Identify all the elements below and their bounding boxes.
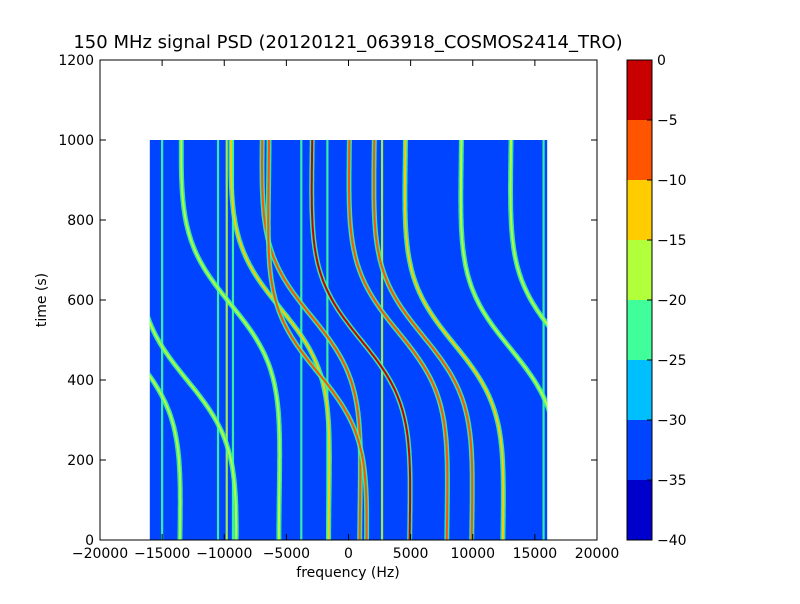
x-tick-label-4: 0 [344, 546, 353, 562]
x-tick-label-2: −10000 [196, 546, 252, 562]
y-tick-label-5: 1000 [58, 133, 94, 149]
colorbar-tick-label-8: 0 [657, 53, 666, 69]
y-tick-label-6: 1200 [58, 53, 94, 69]
colorbar-segment-5 [627, 180, 652, 240]
signal-trace-7 [346, 140, 450, 540]
y-tick-label-0: 0 [85, 533, 94, 549]
colorbar: −40 −35 −30 −25 −20 −15 −10 −5 0 [626, 53, 687, 549]
y-axis: 0 200 400 600 800 1000 1200 [58, 53, 597, 549]
signal-trace-1 [149, 314, 239, 540]
signal-trace-3 [228, 140, 332, 540]
colorbar-segment-7 [627, 60, 652, 120]
signal-trace-0 [149, 371, 183, 540]
signal-trace-8 [371, 140, 475, 540]
colorbar-tick-label-0: −40 [657, 533, 687, 549]
y-tick-label-2: 400 [67, 373, 94, 389]
colorbar-tick-label-6: −10 [657, 173, 687, 189]
signal-trace-4 [259, 140, 363, 540]
colorbar-segment-1 [627, 420, 652, 480]
colorbar-segment-3 [627, 300, 652, 360]
colorbar-tick-label-2: −30 [657, 413, 687, 429]
colorbar-segment-2 [627, 360, 652, 420]
x-tick-label-7: 15000 [513, 546, 558, 562]
x-axis: −20000 −15000 −10000 −5000 0 5000 10000 15000 20… [72, 60, 619, 562]
signal-trace-6 [309, 140, 413, 540]
y-axis-label: time (s) [34, 273, 50, 327]
signal-trace-11 [508, 140, 548, 329]
x-tick-label-6: 10000 [450, 546, 495, 562]
signal-trace-5 [265, 140, 370, 540]
colorbar-tick-label-4: −20 [657, 293, 687, 309]
x-tick-label-8: 20000 [575, 546, 620, 562]
signal-trace-9 [402, 140, 506, 540]
x-axis-label: frequency (Hz) [296, 565, 399, 581]
colorbar-tick-label-7: −5 [657, 113, 678, 129]
x-tick-label-3: −5000 [263, 546, 310, 562]
chart-title: 150 MHz signal PSD (20120121_063918_COSM… [73, 32, 622, 53]
heatmap-layer [149, 140, 548, 540]
colorbar-segment-4 [627, 240, 652, 300]
y-tick-label-3: 600 [67, 293, 94, 309]
colorbar-tick-label-5: −15 [657, 233, 687, 249]
colorbar-segment-0 [627, 480, 652, 540]
x-tick-label-0: −20000 [72, 546, 128, 562]
signal-trace-2 [178, 140, 283, 540]
x-tick-label-1: −15000 [134, 546, 190, 562]
colorbar-segment-6 [627, 120, 652, 180]
signal-trace-10 [458, 140, 548, 414]
colorbar-tick-label-3: −25 [657, 353, 687, 369]
y-tick-label-4: 800 [67, 213, 94, 229]
y-tick-label-1: 200 [67, 453, 94, 469]
x-tick-label-5: 5000 [393, 546, 429, 562]
colorbar-tick-label-1: −35 [657, 473, 687, 489]
